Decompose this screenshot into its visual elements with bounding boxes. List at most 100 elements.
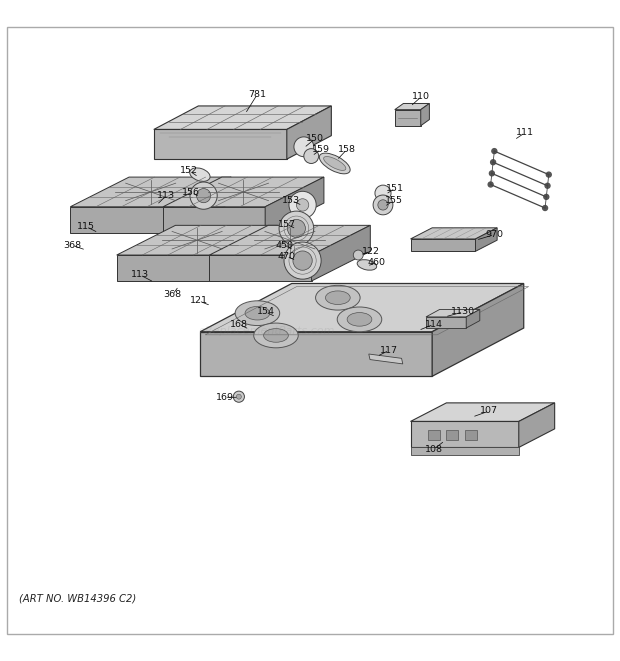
Circle shape bbox=[544, 194, 549, 200]
Text: 1130: 1130 bbox=[451, 307, 476, 317]
Polygon shape bbox=[219, 225, 278, 281]
Ellipse shape bbox=[245, 307, 270, 320]
Text: 157: 157 bbox=[278, 219, 296, 229]
Polygon shape bbox=[154, 106, 331, 130]
Circle shape bbox=[197, 188, 211, 203]
Ellipse shape bbox=[319, 153, 350, 174]
Ellipse shape bbox=[326, 291, 350, 305]
Ellipse shape bbox=[316, 286, 360, 310]
Text: 115: 115 bbox=[77, 222, 95, 231]
Polygon shape bbox=[426, 309, 480, 317]
Ellipse shape bbox=[235, 301, 280, 326]
Polygon shape bbox=[395, 104, 430, 110]
Circle shape bbox=[488, 182, 493, 187]
Text: 970: 970 bbox=[485, 230, 503, 239]
Circle shape bbox=[290, 247, 298, 254]
Polygon shape bbox=[466, 309, 480, 328]
Circle shape bbox=[279, 211, 314, 246]
Text: 111: 111 bbox=[516, 128, 534, 137]
Ellipse shape bbox=[254, 323, 298, 348]
Text: 122: 122 bbox=[361, 247, 379, 256]
Polygon shape bbox=[265, 177, 324, 233]
Polygon shape bbox=[70, 207, 172, 233]
Polygon shape bbox=[395, 110, 421, 126]
Polygon shape bbox=[163, 207, 265, 233]
Text: (ART NO. WB14396 C2): (ART NO. WB14396 C2) bbox=[19, 594, 136, 604]
Ellipse shape bbox=[264, 329, 288, 342]
Polygon shape bbox=[210, 225, 370, 255]
Circle shape bbox=[546, 172, 551, 177]
Text: 158: 158 bbox=[338, 145, 356, 154]
Text: 159: 159 bbox=[312, 145, 330, 154]
Circle shape bbox=[289, 191, 316, 219]
Circle shape bbox=[288, 219, 306, 237]
Circle shape bbox=[375, 185, 391, 201]
Text: 156: 156 bbox=[182, 188, 200, 197]
Text: 151: 151 bbox=[386, 184, 404, 193]
Text: 113: 113 bbox=[157, 191, 175, 200]
Text: 114: 114 bbox=[425, 320, 443, 329]
Polygon shape bbox=[464, 430, 477, 440]
Ellipse shape bbox=[357, 260, 376, 270]
Polygon shape bbox=[426, 317, 466, 328]
Polygon shape bbox=[70, 177, 231, 207]
Polygon shape bbox=[117, 225, 278, 255]
Polygon shape bbox=[476, 228, 497, 251]
Circle shape bbox=[545, 183, 550, 188]
Polygon shape bbox=[172, 177, 231, 233]
Ellipse shape bbox=[324, 157, 346, 171]
Circle shape bbox=[353, 250, 363, 260]
Polygon shape bbox=[117, 255, 219, 281]
Text: 368: 368 bbox=[63, 241, 81, 250]
Circle shape bbox=[293, 251, 312, 270]
Circle shape bbox=[489, 171, 494, 176]
Circle shape bbox=[236, 394, 241, 399]
Text: 108: 108 bbox=[425, 445, 443, 453]
Polygon shape bbox=[200, 332, 432, 376]
Circle shape bbox=[233, 391, 244, 403]
Polygon shape bbox=[210, 255, 311, 281]
Ellipse shape bbox=[190, 168, 210, 181]
Text: 169: 169 bbox=[216, 393, 234, 402]
Text: 153: 153 bbox=[282, 196, 301, 205]
Text: 781: 781 bbox=[249, 90, 267, 98]
Polygon shape bbox=[428, 430, 440, 440]
Text: 150: 150 bbox=[306, 134, 324, 143]
Polygon shape bbox=[410, 422, 519, 447]
Circle shape bbox=[304, 149, 319, 163]
Circle shape bbox=[294, 137, 314, 157]
Text: 168: 168 bbox=[230, 320, 248, 329]
Text: 152: 152 bbox=[180, 167, 198, 175]
Polygon shape bbox=[287, 106, 331, 159]
Polygon shape bbox=[369, 354, 403, 364]
Text: 154: 154 bbox=[257, 307, 275, 317]
Text: eReplacementParts.com: eReplacementParts.com bbox=[198, 325, 335, 336]
Circle shape bbox=[378, 200, 388, 210]
Text: 121: 121 bbox=[190, 296, 208, 305]
Text: 107: 107 bbox=[480, 407, 498, 415]
Polygon shape bbox=[410, 403, 555, 422]
Text: 470: 470 bbox=[278, 252, 296, 261]
Circle shape bbox=[190, 182, 217, 210]
Ellipse shape bbox=[347, 313, 372, 326]
Circle shape bbox=[284, 242, 321, 279]
FancyBboxPatch shape bbox=[7, 27, 613, 634]
Polygon shape bbox=[410, 447, 519, 455]
Text: 113: 113 bbox=[131, 270, 149, 280]
Text: 155: 155 bbox=[384, 196, 402, 205]
Text: 450: 450 bbox=[275, 241, 293, 250]
Circle shape bbox=[490, 160, 495, 165]
Polygon shape bbox=[163, 177, 324, 207]
Polygon shape bbox=[200, 284, 524, 332]
Polygon shape bbox=[519, 403, 555, 447]
Polygon shape bbox=[421, 104, 430, 126]
Circle shape bbox=[373, 195, 393, 215]
Polygon shape bbox=[410, 228, 497, 239]
Ellipse shape bbox=[337, 307, 382, 332]
Circle shape bbox=[492, 149, 497, 153]
Text: 117: 117 bbox=[380, 346, 398, 355]
Text: 460: 460 bbox=[368, 258, 386, 267]
Polygon shape bbox=[432, 284, 524, 376]
Polygon shape bbox=[154, 130, 287, 159]
Polygon shape bbox=[311, 225, 370, 281]
